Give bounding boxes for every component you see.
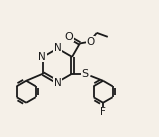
Text: O: O: [86, 37, 95, 47]
Text: N: N: [54, 43, 61, 53]
Text: N: N: [38, 52, 46, 62]
Text: N: N: [54, 78, 61, 88]
Text: S: S: [81, 69, 89, 79]
Text: F: F: [100, 107, 106, 117]
Text: O: O: [64, 32, 73, 42]
